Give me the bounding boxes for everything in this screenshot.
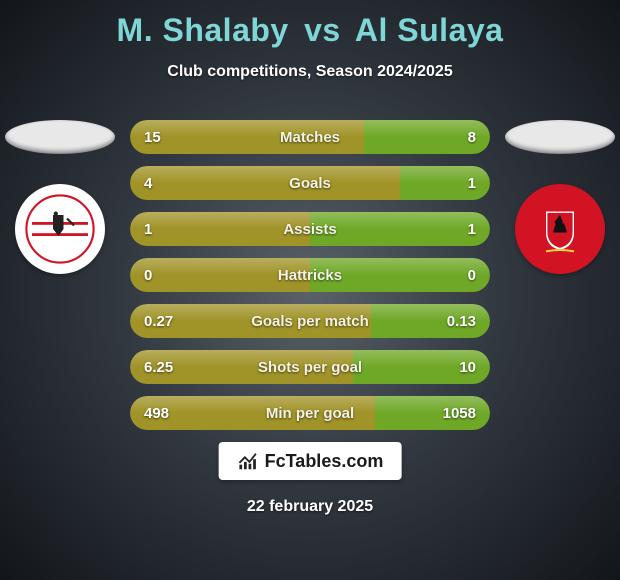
subtitle: Club competitions, Season 2024/2025	[0, 63, 620, 81]
stat-bar-right	[353, 350, 490, 384]
stat-bar: Assists11	[130, 212, 490, 246]
page-title: M. Shalaby vs Al Sulaya	[0, 0, 620, 49]
stat-bar-left	[130, 212, 310, 246]
fctables-logo: FcTables.com	[219, 442, 402, 480]
date: 22 february 2025	[0, 498, 620, 516]
stat-bar-left	[130, 120, 364, 154]
al-ahly-crest-icon	[525, 194, 595, 264]
stat-bar: Min per goal4981058	[130, 396, 490, 430]
stat-bar-left	[130, 396, 375, 430]
stat-bar: Matches158	[130, 120, 490, 154]
stat-bar: Goals per match0.270.13	[130, 304, 490, 338]
stat-bar-right	[375, 396, 490, 430]
stat-bar: Goals41	[130, 166, 490, 200]
stat-bar-right	[310, 258, 490, 292]
logo-text: FcTables.com	[265, 451, 384, 472]
crest-right	[500, 120, 620, 274]
bar-chart-icon	[237, 450, 259, 472]
stat-bar: Hattricks00	[130, 258, 490, 292]
stat-bar-right	[371, 304, 490, 338]
stat-bar-right	[310, 212, 490, 246]
vs-label: vs	[298, 12, 347, 48]
stat-bar: Shots per goal6.2510	[130, 350, 490, 384]
stat-bar-right	[400, 166, 490, 200]
stat-bar-left	[130, 350, 353, 384]
crest-right-circle	[515, 184, 605, 274]
crest-left	[0, 120, 120, 274]
player2-name: Al Sulaya	[355, 12, 504, 48]
container: M. Shalaby vs Al Sulaya Club competition…	[0, 0, 620, 580]
stat-bars: Matches158 Goals41 Assists11 Hattricks00 Goa…	[130, 120, 490, 430]
crest-right-ellipse	[505, 120, 615, 154]
player1-name: M. Shalaby	[117, 12, 289, 48]
zamalek-crest-icon	[25, 194, 95, 264]
stat-bar-right	[364, 120, 490, 154]
crest-left-ellipse	[5, 120, 115, 154]
stat-bar-left	[130, 304, 371, 338]
stat-bar-left	[130, 258, 310, 292]
crest-left-circle	[15, 184, 105, 274]
stat-bar-left	[130, 166, 400, 200]
